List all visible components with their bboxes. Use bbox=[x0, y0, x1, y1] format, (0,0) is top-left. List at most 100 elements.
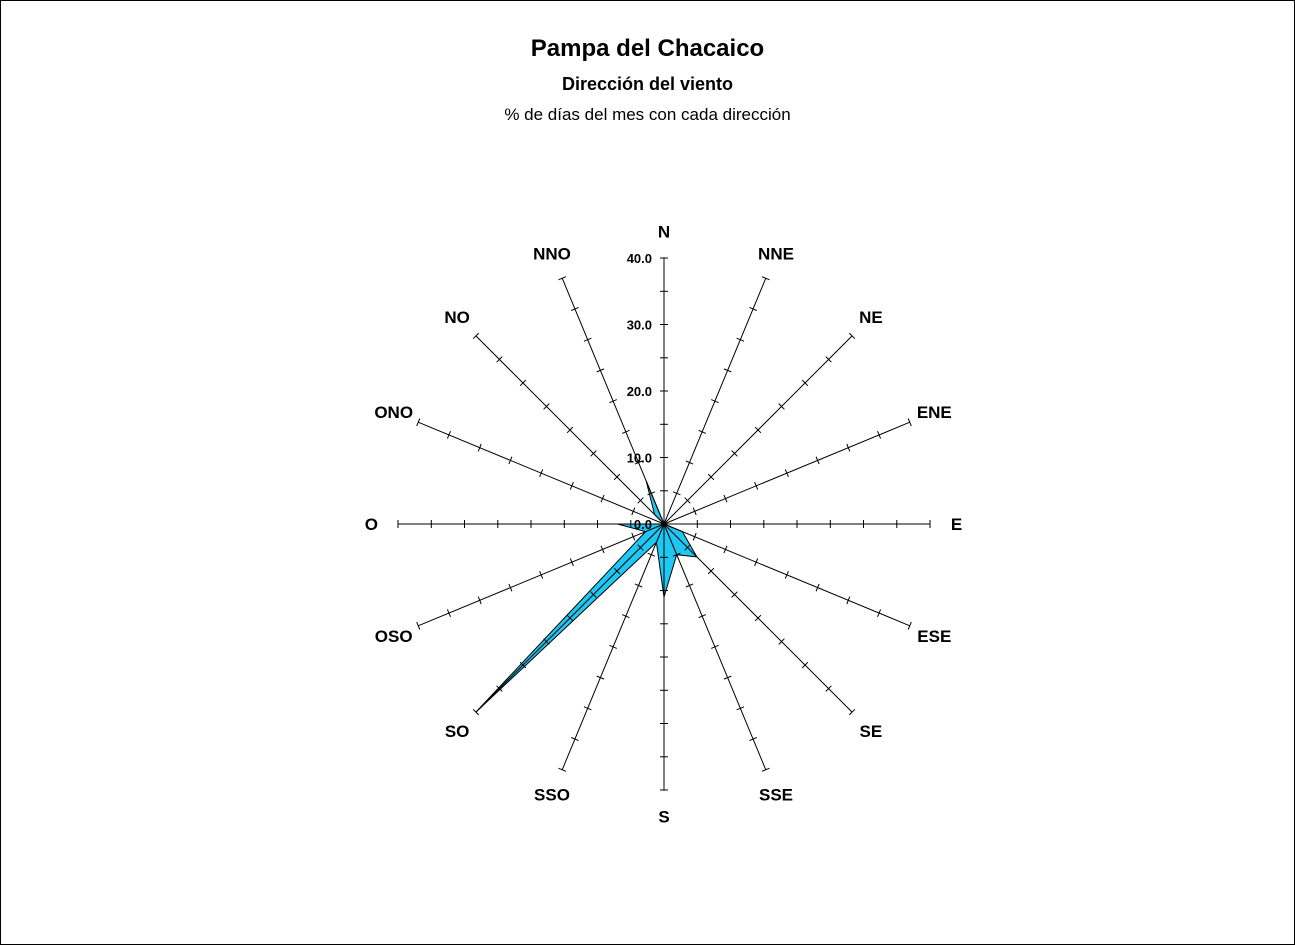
direction-label-ono: ONO bbox=[374, 403, 413, 422]
axis-tick-ene-8 bbox=[907, 418, 912, 427]
axis-tick-so-2 bbox=[613, 567, 621, 575]
axis-tick-no-6 bbox=[519, 379, 527, 387]
direction-label-sse: SSE bbox=[759, 785, 793, 804]
axis-tick-sso-3 bbox=[621, 614, 630, 619]
axis-tick-sso-4 bbox=[609, 644, 617, 649]
axis-tick-nno-6 bbox=[583, 337, 592, 342]
axis-tick-nne-6 bbox=[736, 337, 745, 342]
axis-tick-ono-4 bbox=[539, 469, 544, 477]
direction-label-ese: ESE bbox=[917, 627, 951, 646]
axis-tick-nno-5 bbox=[596, 368, 605, 373]
axis-tick-ene-4 bbox=[784, 469, 789, 477]
axis-tick-nne-7 bbox=[749, 306, 757, 311]
axis-tick-no-5 bbox=[543, 403, 550, 410]
axis-tick-sse-1 bbox=[672, 552, 681, 557]
direction-label-so: SO bbox=[445, 722, 470, 741]
axis-tick-so-8 bbox=[472, 708, 480, 716]
axis-tick-sso-6 bbox=[583, 706, 592, 711]
axis-tick-ese-6 bbox=[846, 596, 851, 605]
direction-label-n: N bbox=[658, 222, 670, 241]
axis-tick-oso-3 bbox=[569, 558, 574, 567]
radial-tick-label: 10.0 bbox=[627, 451, 652, 466]
axis-tick-nne-3 bbox=[698, 429, 707, 434]
axis-tick-ne-6 bbox=[801, 379, 809, 387]
axis-tick-ono-7 bbox=[446, 431, 451, 439]
direction-label-s: S bbox=[658, 808, 669, 827]
axis-tick-sse-4 bbox=[711, 644, 719, 649]
axis-tick-oso-4 bbox=[539, 571, 544, 579]
axis-tick-ese-8 bbox=[907, 621, 912, 630]
axis-tick-nne-2 bbox=[685, 460, 694, 465]
axis-tick-ese-2 bbox=[723, 545, 728, 554]
axis-tick-se-6 bbox=[801, 661, 809, 669]
axis-tick-ene-3 bbox=[754, 481, 759, 490]
direction-label-no: NO bbox=[444, 308, 470, 327]
axis-tick-ne-3 bbox=[731, 450, 738, 457]
axis-tick-ene-2 bbox=[723, 494, 728, 503]
axis-tick-nno-8 bbox=[558, 276, 567, 281]
chart-subtitle: Dirección del viento bbox=[561, 74, 734, 94]
axis-tick-no-4 bbox=[566, 426, 574, 434]
axis-tick-ese-1 bbox=[692, 532, 697, 541]
axis-tick-ne-7 bbox=[825, 356, 832, 363]
axis-tick-ese-4 bbox=[784, 571, 789, 579]
direction-label-oso: OSO bbox=[375, 627, 413, 646]
direction-label-sso: SSO bbox=[534, 785, 570, 804]
axis-tick-se-4 bbox=[754, 614, 762, 622]
axis-tick-sso-7 bbox=[571, 737, 579, 742]
chart-title: Pampa del Chacaico bbox=[530, 35, 765, 62]
axis-tick-nne-1 bbox=[672, 491, 681, 496]
radial-tick-label: 20.0 bbox=[627, 384, 652, 399]
axis-tick-ese-7 bbox=[877, 609, 882, 617]
axis-tick-sse-7 bbox=[749, 737, 757, 742]
axis-tick-sse-2 bbox=[685, 583, 694, 588]
axis-tick-se-8 bbox=[848, 708, 856, 716]
axis-tick-no-2 bbox=[613, 473, 621, 481]
axis-tick-se-1 bbox=[684, 544, 691, 551]
axis-tick-se-2 bbox=[707, 567, 715, 575]
axis-tick-ono-8 bbox=[416, 418, 421, 427]
axis-tick-ono-6 bbox=[477, 443, 482, 452]
direction-label-nne: NNE bbox=[758, 245, 794, 264]
axis-tick-sso-1 bbox=[647, 552, 656, 557]
axis-tick-nno-7 bbox=[571, 306, 579, 311]
axis-tick-nno-2 bbox=[634, 460, 643, 465]
direction-label-o: O bbox=[365, 515, 378, 534]
axis-tick-sse-8 bbox=[761, 767, 770, 772]
direction-label-nno: NNO bbox=[533, 245, 571, 264]
axis-tick-oso-8 bbox=[416, 621, 421, 630]
direction-label-se: SE bbox=[860, 722, 883, 741]
axis-tick-se-5 bbox=[778, 638, 785, 645]
axis-tick-oso-5 bbox=[508, 583, 513, 592]
axis-tick-nno-1 bbox=[647, 491, 656, 496]
direction-label-ne: NE bbox=[859, 308, 883, 327]
axis-tick-ene-7 bbox=[877, 431, 882, 439]
axis-tick-so-5 bbox=[543, 638, 550, 645]
axis-tick-ono-5 bbox=[508, 456, 513, 465]
axis-tick-se-7 bbox=[825, 685, 832, 692]
axis-tick-ese-3 bbox=[754, 558, 759, 567]
axis-tick-oso-7 bbox=[446, 609, 451, 617]
axis-tick-no-1 bbox=[637, 497, 644, 504]
axis-tick-no-8 bbox=[472, 332, 480, 340]
axis-tick-nne-8 bbox=[761, 276, 770, 281]
axis-tick-ene-1 bbox=[692, 507, 697, 516]
axis-tick-ono-2 bbox=[600, 494, 605, 503]
radial-tick-label: 0.0 bbox=[634, 517, 652, 532]
axis-tick-ne-2 bbox=[707, 473, 715, 481]
axis-tick-sse-3 bbox=[698, 614, 707, 619]
direction-label-e: E bbox=[951, 515, 962, 534]
axis-tick-oso-2 bbox=[600, 545, 605, 554]
axis-tick-ne-8 bbox=[848, 332, 856, 340]
direction-label-ene: ENE bbox=[917, 403, 952, 422]
axis-tick-ne-4 bbox=[754, 426, 762, 434]
radial-tick-label: 30.0 bbox=[627, 318, 652, 333]
axis-tick-so-1 bbox=[637, 544, 644, 551]
axis-tick-so-6 bbox=[519, 661, 527, 669]
axis-tick-oso-1 bbox=[631, 532, 636, 541]
radial-tick-label: 40.0 bbox=[627, 251, 652, 266]
axis-tick-ne-5 bbox=[778, 403, 785, 410]
axis-tick-oso-6 bbox=[477, 596, 482, 605]
